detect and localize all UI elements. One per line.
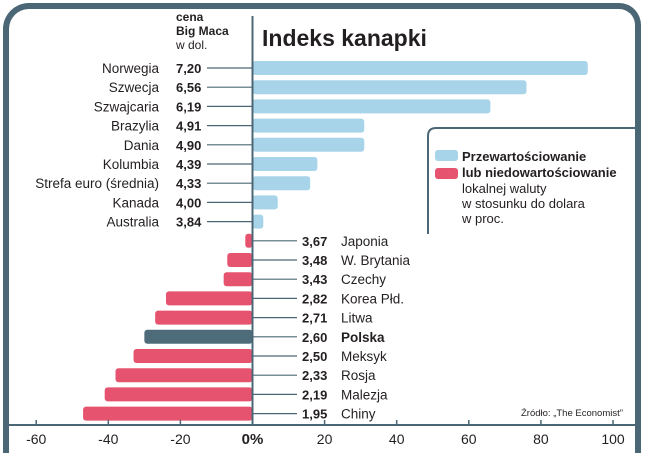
bar-korea-pld	[165, 291, 253, 306]
x-tick-label-7: 80	[533, 431, 549, 447]
x-axis: -60 -40 -20 0% 20 40 60 80 100	[6, 16, 641, 448]
price-szwajcaria: 6,19	[176, 99, 201, 114]
label-australia: Australia	[106, 215, 159, 230]
price-czechy: 3,43	[302, 272, 327, 287]
label-chiny: Chiny	[341, 407, 376, 422]
price-header-line-3: w dol.	[175, 38, 207, 52]
label-czechy: Czechy	[341, 272, 386, 287]
bar-litwa	[155, 310, 253, 325]
x-tick-label-2: -20	[170, 431, 190, 447]
label-brazylia: Brazylia	[111, 119, 160, 134]
price-rosja: 2,33	[302, 368, 327, 383]
bars-group	[83, 61, 588, 421]
price-dania: 4,90	[176, 138, 201, 153]
x-tick-label-3: 0%	[242, 431, 264, 448]
legend-description-2: w stosunku do dolara	[461, 196, 586, 211]
label-dania: Dania	[124, 138, 160, 153]
label-japonia: Japonia	[341, 234, 389, 249]
label-litwa: Litwa	[341, 311, 373, 326]
source-note: Źródło: „The Economist”	[521, 408, 623, 419]
legend-under-label: lub niedowartościowanie	[462, 165, 617, 180]
bar-w-brytania	[227, 253, 253, 267]
legend-over-label: Przewartościowanie	[462, 149, 586, 164]
label-strefa-euro-srednia: Strefa euro (średnia)	[35, 176, 159, 191]
label-kanada: Kanada	[112, 195, 159, 210]
price-korea-pld: 2,82	[302, 291, 327, 306]
price-szwecja: 6,56	[176, 80, 201, 95]
price-w-brytania: 3,48	[302, 253, 327, 268]
bar-kolumbia	[252, 157, 318, 171]
x-tick-label-1: -40	[98, 431, 118, 447]
legend-border	[427, 127, 640, 234]
bar-meksyk	[133, 349, 253, 363]
legend-description-1: lokalnej waluty	[462, 181, 547, 196]
price-litwa: 2,71	[302, 311, 327, 326]
x-tick-label-4: 20	[317, 431, 333, 447]
label-korea-pld: Korea Płd.	[341, 291, 404, 306]
bar-czechy	[223, 272, 253, 287]
bar-rosja	[115, 368, 253, 383]
bar-japonia	[245, 233, 253, 248]
bar-polska	[144, 329, 253, 344]
chart-frame	[3, 3, 641, 453]
price-kanada: 4,00	[176, 195, 201, 210]
x-tick-label-8: 100	[601, 431, 625, 447]
label-malezja: Malezja	[341, 387, 388, 402]
x-tick-label-6: 60	[461, 431, 477, 447]
label-w-brytania: W. Brytania	[341, 253, 411, 268]
x-tick-label-5: 40	[389, 431, 405, 447]
x-tick-label-0: -60	[26, 431, 46, 447]
price-malezja: 2,19	[302, 387, 327, 402]
legend: Przewartościowanie lub niedowartościowan…	[427, 127, 640, 234]
bar-szwajcaria	[252, 99, 491, 114]
label-kolumbia: Kolumbia	[103, 157, 160, 172]
bar-malezja	[104, 387, 253, 402]
legend-over-swatch	[435, 150, 458, 161]
label-polska: Polska	[341, 330, 385, 345]
legend-description-3: w proc.	[461, 211, 504, 226]
bar-australia	[252, 214, 264, 229]
label-rosja: Rosja	[341, 368, 376, 383]
price-kolumbia: 4,39	[176, 157, 201, 172]
label-meksyk: Meksyk	[341, 349, 387, 364]
chart-title: Indeks kanapki	[262, 25, 427, 51]
price-chiny: 1,95	[302, 407, 327, 422]
price-meksyk: 2,50	[302, 349, 327, 364]
label-szwajcaria: Szwajcaria	[94, 99, 160, 114]
price-brazylia: 4,91	[176, 119, 201, 134]
labels-group: Norwegia 7,20 Szwecja 6,56 Szwajcaria 6,19 Bra…	[35, 61, 410, 422]
label-szwecja: Szwecja	[109, 80, 160, 95]
label-norwegia: Norwegia	[102, 61, 160, 76]
bar-kanada	[252, 195, 278, 210]
price-header-line-1: cena	[176, 10, 204, 24]
bar-chiny	[83, 406, 253, 421]
bar-dania	[252, 137, 365, 152]
bar-norwegia	[252, 61, 588, 75]
legend-under-swatch	[435, 168, 458, 179]
price-polska: 2,60	[302, 330, 327, 345]
bar-strefa-euro-srednia	[252, 176, 311, 191]
price-strefa-euro-srednia: 4,33	[176, 176, 201, 191]
bar-szwecja	[252, 80, 527, 95]
price-australia: 3,84	[176, 215, 202, 230]
price-header-line-2: Big Maca	[176, 24, 229, 38]
price-norwegia: 7,20	[176, 61, 201, 76]
price-japonia: 3,67	[302, 234, 327, 249]
bar-brazylia	[252, 118, 365, 133]
